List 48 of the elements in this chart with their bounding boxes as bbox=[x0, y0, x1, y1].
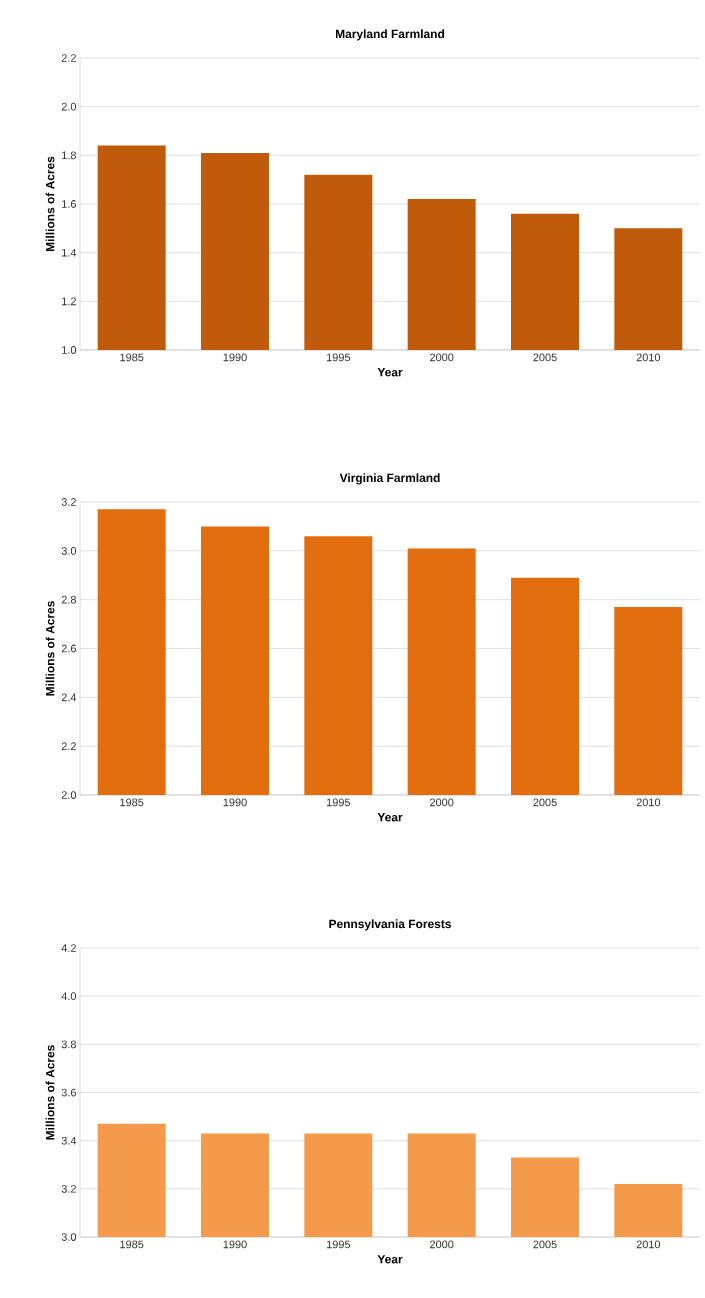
y-tick-label: 2.0 bbox=[61, 102, 77, 111]
x-tick-label: 2005 bbox=[533, 353, 557, 362]
x-tick-label: 1990 bbox=[223, 1240, 247, 1249]
x-tick-label: 2005 bbox=[533, 1240, 557, 1249]
chart-title: Virginia Farmland bbox=[339, 473, 440, 485]
y-tick-label: 3.0 bbox=[61, 546, 77, 555]
x-tick-label: 1995 bbox=[326, 798, 351, 807]
x-tick-label: 2010 bbox=[636, 353, 661, 362]
y-axis-title: Millions of Acres bbox=[45, 1045, 55, 1140]
x-axis-title: Year bbox=[377, 813, 403, 822]
chart-title: Pennsylvania Forests bbox=[329, 919, 451, 931]
y-tick-label: 2.2 bbox=[61, 54, 76, 62]
x-tick-label: 2000 bbox=[430, 1240, 454, 1249]
x-tick-label: 2010 bbox=[636, 1240, 661, 1249]
y-tick-label: 3.0 bbox=[61, 1233, 77, 1241]
y-tick-label: 1.4 bbox=[62, 248, 77, 257]
x-tick-label: 2000 bbox=[430, 353, 454, 362]
x-tick-label: 1985 bbox=[120, 798, 144, 807]
y-tick-label: 3.4 bbox=[61, 1136, 77, 1145]
y-tick-label: 2.4 bbox=[61, 693, 77, 702]
y-tick-label: 3.2 bbox=[61, 498, 76, 506]
x-tick-label: 1995 bbox=[326, 1240, 351, 1249]
x-tick-label: 1985 bbox=[120, 1240, 144, 1249]
x-axis-title: Year bbox=[377, 1255, 403, 1264]
x-tick-label: 2000 bbox=[430, 798, 454, 807]
y-tick-label: 2.2 bbox=[61, 742, 76, 750]
y-axis-title: Millions of Acres bbox=[45, 156, 55, 252]
y-tick-label: 3.2 bbox=[61, 1184, 76, 1193]
x-tick-label: 1990 bbox=[223, 798, 247, 807]
chart-title: Maryland Farmland bbox=[335, 29, 445, 41]
y-tick-label: 4.0 bbox=[61, 992, 77, 1001]
y-tick-label: 3.6 bbox=[61, 1088, 76, 1097]
y-tick-label: 1.6 bbox=[62, 200, 76, 208]
x-tick-label: 1990 bbox=[223, 353, 247, 362]
x-tick-label: 2005 bbox=[533, 798, 557, 807]
y-tick-label: 3.8 bbox=[61, 1040, 76, 1049]
x-axis-title: Year bbox=[377, 368, 403, 377]
y-tick-label: 2.0 bbox=[61, 791, 77, 799]
x-tick-label: 1995 bbox=[326, 353, 351, 362]
y-tick-label: 1.8 bbox=[62, 151, 76, 160]
y-axis-title: Millions of Acres bbox=[45, 601, 55, 696]
y-tick-label: 1.2 bbox=[62, 297, 76, 306]
y-tick-label: 2.8 bbox=[61, 595, 76, 604]
y-tick-label: 2.6 bbox=[61, 644, 76, 653]
y-tick-label: 1.0 bbox=[62, 346, 77, 354]
x-tick-label: 1985 bbox=[120, 353, 144, 362]
y-tick-label: 4.2 bbox=[61, 944, 76, 952]
x-tick-label: 2010 bbox=[636, 798, 661, 807]
